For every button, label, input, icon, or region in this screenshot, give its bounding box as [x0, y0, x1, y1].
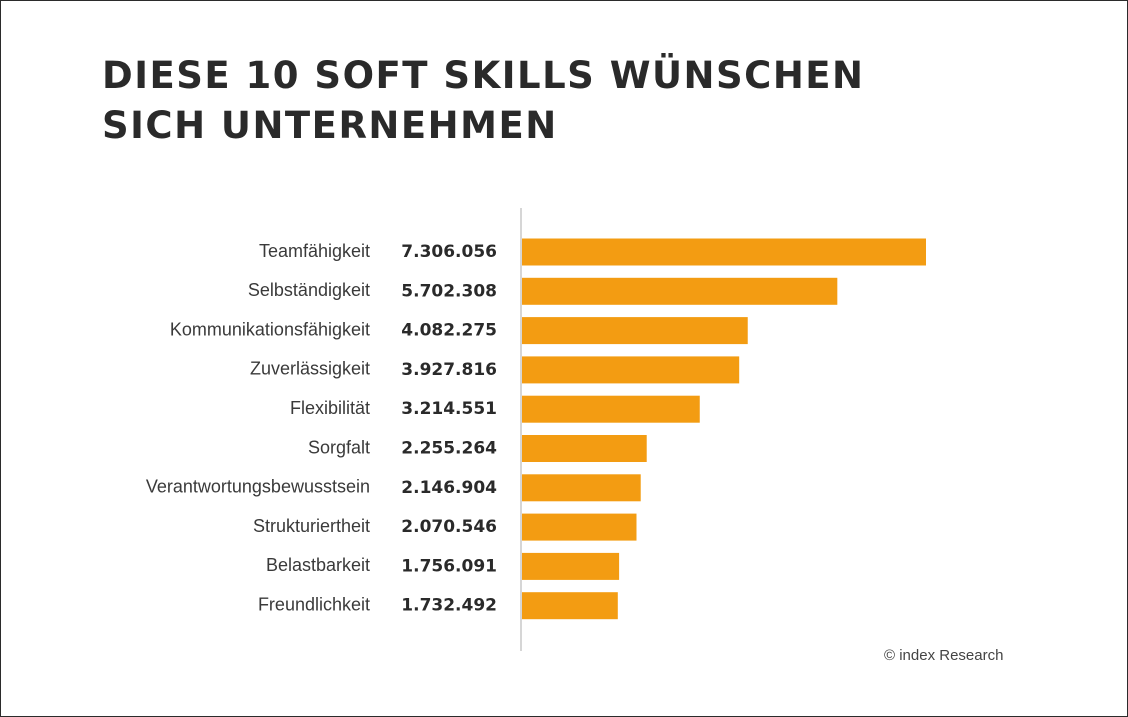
chart-title-line-2: SICH UNTERNEHMEN: [102, 104, 558, 147]
bar: [522, 552, 620, 580]
data-label: 5.702.308: [401, 281, 497, 301]
category-label: Verantwortungsbewusstsein: [146, 477, 370, 497]
category-label: Belastbarkeit: [266, 555, 370, 575]
data-label: 1.732.492: [401, 596, 497, 616]
category-label: Sorgfalt: [308, 437, 370, 457]
category-label: Flexibilität: [290, 398, 370, 418]
bar: [522, 356, 740, 384]
category-label: Kommunikationsfähigkeit: [170, 319, 370, 339]
bar: [522, 238, 926, 266]
category-label: Selbständigkeit: [248, 280, 370, 300]
data-label: 3.927.816: [401, 360, 497, 380]
bar: [522, 513, 637, 541]
data-label: 2.070.546: [401, 517, 497, 537]
bar: [522, 592, 618, 620]
source-credit: © index Research: [884, 647, 1004, 664]
category-label: Freundlichkeit: [258, 594, 370, 614]
bar: [522, 277, 838, 305]
data-label: 2.146.904: [401, 478, 497, 498]
chart-title: DIESE 10 SOFT SKILLS WÜNSCHEN SICH UNTER…: [102, 51, 865, 151]
bar: [522, 474, 641, 502]
data-label: 7.306.056: [401, 242, 497, 262]
bar: [522, 435, 647, 462]
category-label: Zuverlässigkeit: [250, 359, 370, 379]
chart-title-line-1: DIESE 10 SOFT SKILLS WÜNSCHEN: [102, 54, 865, 97]
bar: [522, 395, 700, 423]
data-label: 4.082.275: [401, 321, 497, 341]
category-label: Teamfähigkeit: [259, 241, 370, 261]
data-label: 1.756.091: [401, 556, 497, 576]
category-label: Strukturiertheit: [253, 516, 370, 536]
data-label: 2.255.264: [401, 439, 497, 459]
data-label: 3.214.551: [401, 399, 497, 419]
bar: [522, 317, 748, 345]
